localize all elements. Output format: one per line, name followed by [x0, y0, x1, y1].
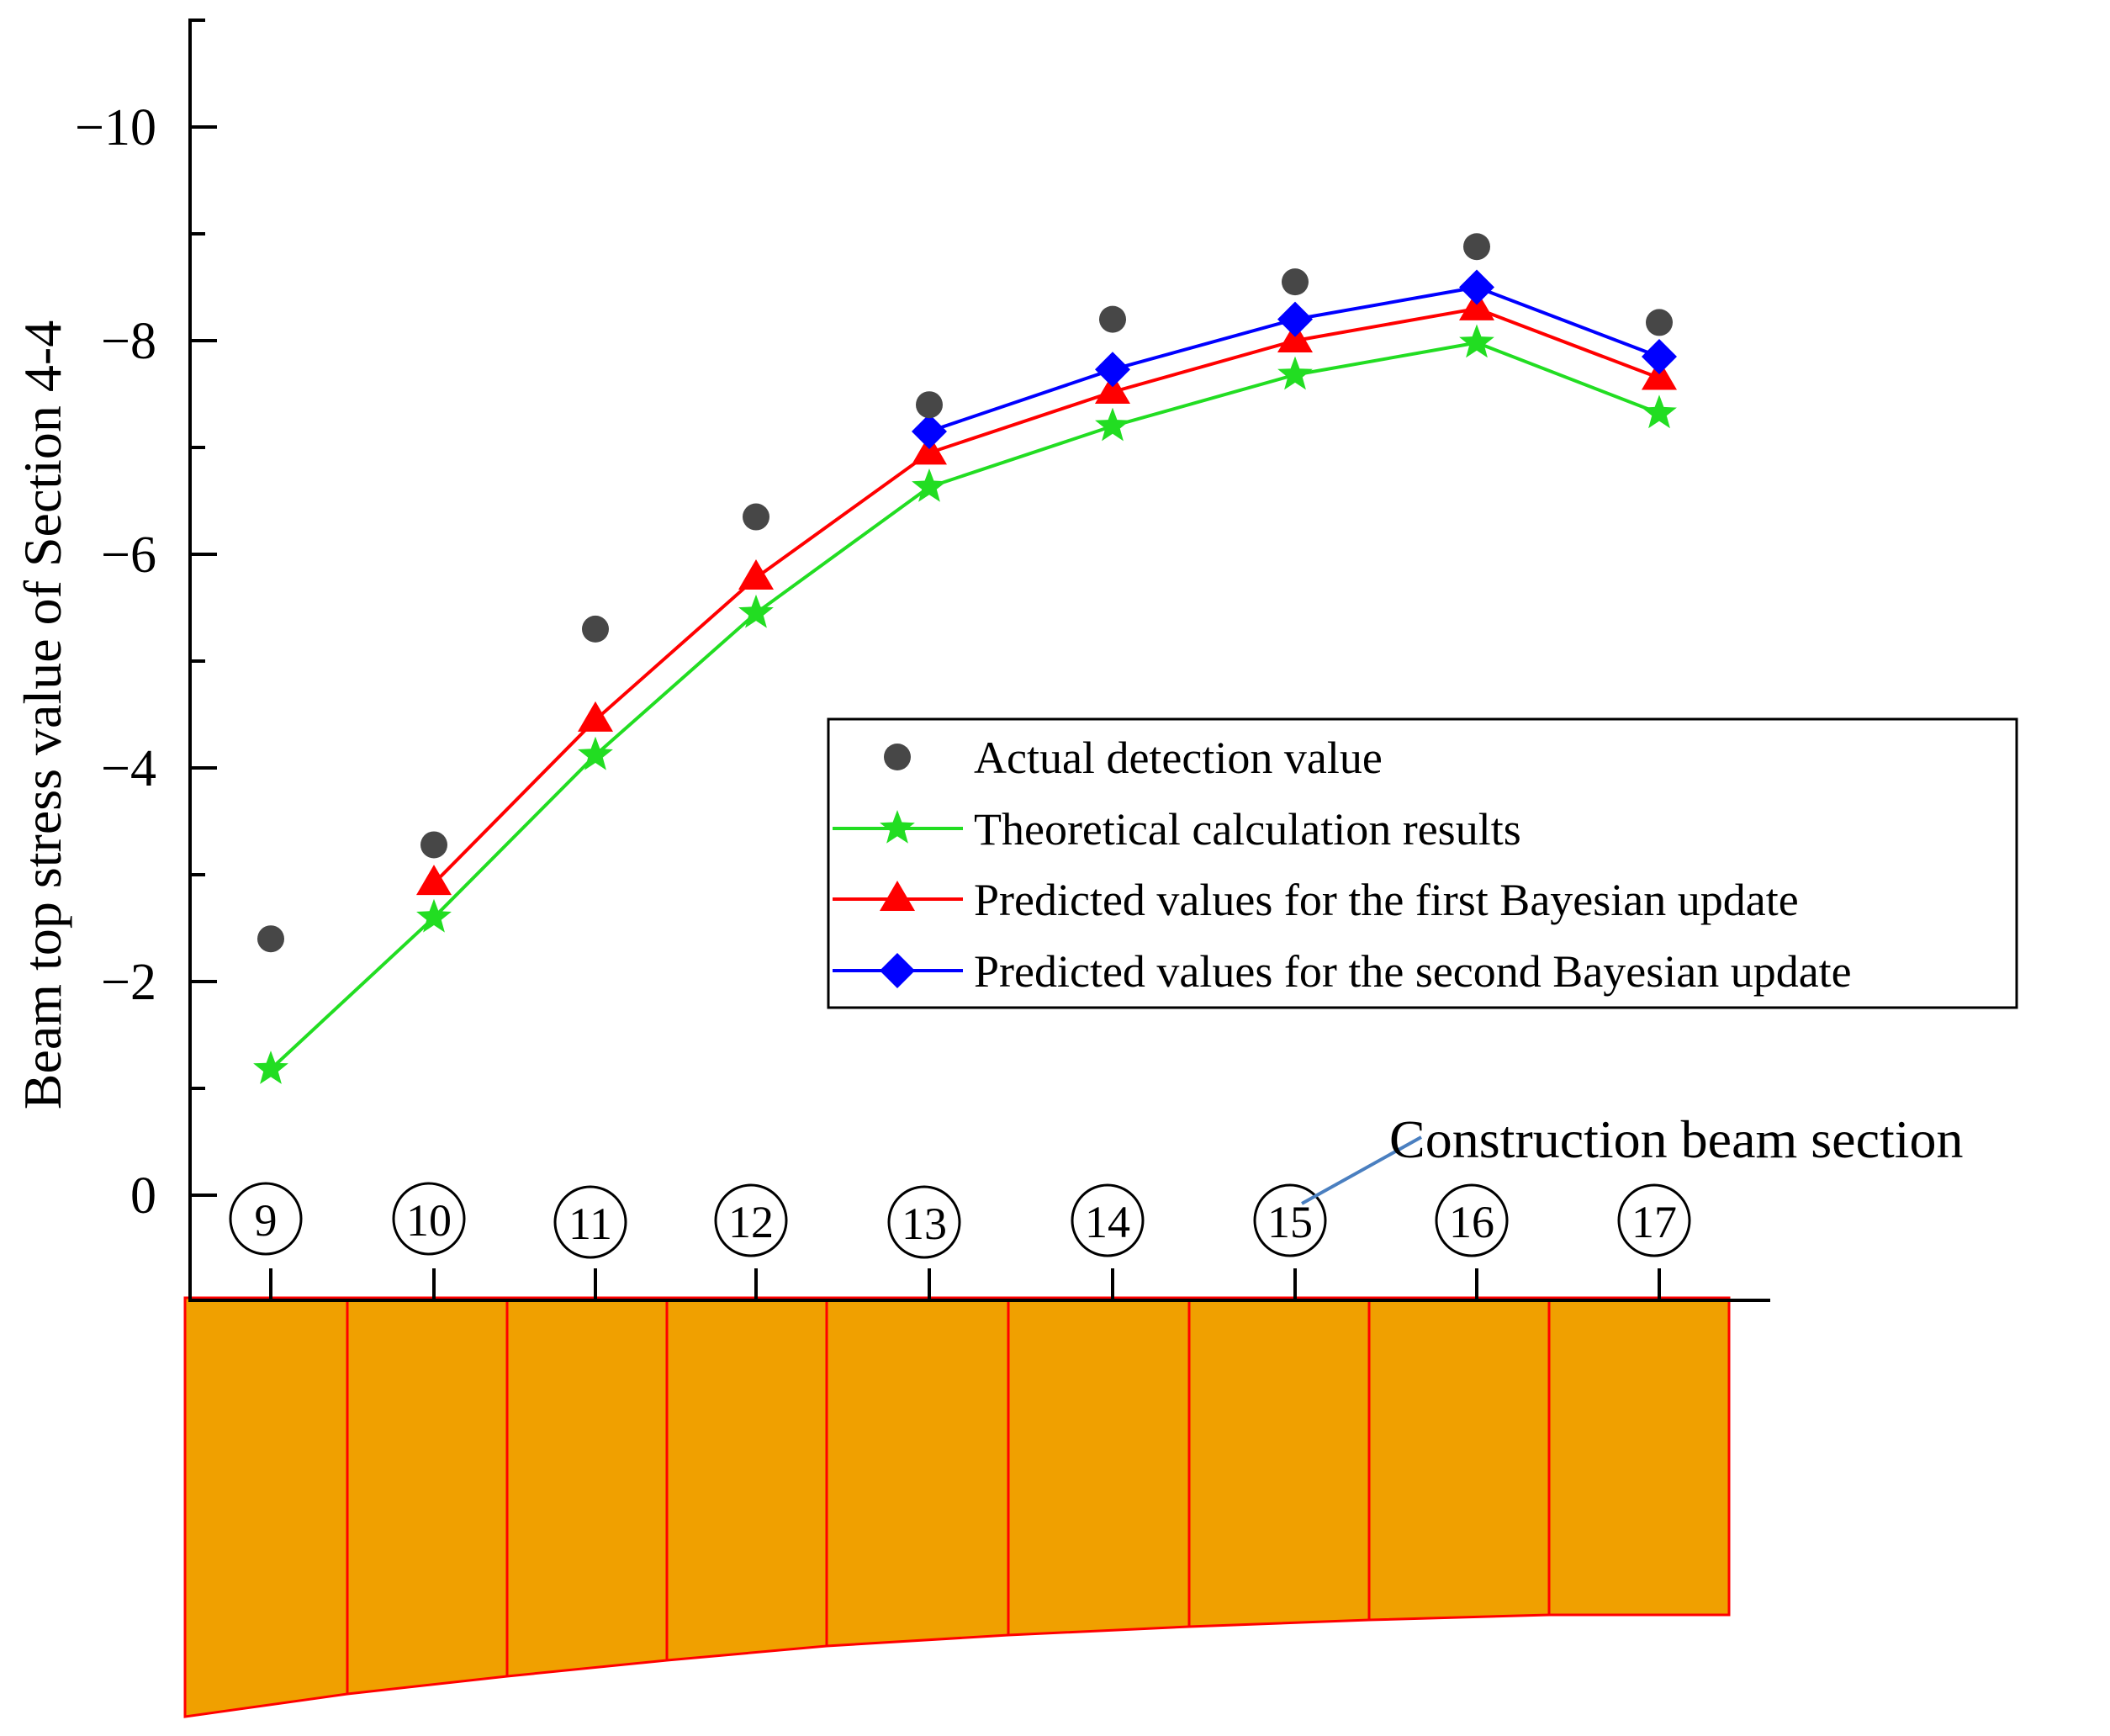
- y-tick-label: −8: [101, 313, 156, 370]
- section-marker-label: 9: [255, 1195, 278, 1246]
- legend-label: Predicted values for the second Bayesian…: [974, 946, 1852, 997]
- data-point: [1642, 339, 1677, 375]
- section-marker-circle: [1617, 1183, 1691, 1257]
- data-point: [738, 558, 774, 590]
- section-marker-circle: [887, 1185, 961, 1259]
- series-diamond: [912, 269, 1677, 449]
- section-marker-circle: [1435, 1183, 1509, 1257]
- legend-marker: [884, 744, 911, 770]
- y-tick-label: −10: [75, 99, 156, 156]
- data-point: [912, 434, 947, 465]
- data-point: [578, 736, 613, 770]
- data-point: [1095, 407, 1130, 442]
- section-marker-label: 13: [902, 1199, 947, 1249]
- section-marker-label: 12: [728, 1197, 774, 1247]
- legend-marker: [880, 953, 915, 988]
- y-tick-label: 0: [130, 1167, 156, 1225]
- section-marker-label: 14: [1085, 1197, 1130, 1247]
- data-point: [1459, 269, 1494, 305]
- section-marker-label: 15: [1267, 1197, 1313, 1247]
- section-marker-label: 11: [568, 1199, 612, 1249]
- series-triangle: [416, 289, 1677, 896]
- data-point: [912, 468, 947, 502]
- data-point: [416, 865, 452, 896]
- section-marker-circle: [553, 1185, 627, 1259]
- data-point: [1642, 359, 1677, 390]
- data-point: [916, 391, 943, 419]
- data-point: [1277, 356, 1313, 390]
- section-marker-circle: [1071, 1183, 1145, 1257]
- legend-label: Predicted values for the first Bayesian …: [974, 875, 1799, 925]
- legend-label: Theoretical calculation results: [974, 804, 1521, 855]
- series-circle: [257, 233, 1673, 953]
- data-point: [1277, 322, 1313, 352]
- data-point: [1095, 352, 1130, 388]
- data-point: [1459, 289, 1494, 320]
- data-point: [582, 615, 609, 643]
- data-point: [257, 925, 284, 953]
- y-axis-title: Beam top stress value of Section 4-4: [13, 320, 72, 1109]
- section-marker-circle: [229, 1182, 303, 1256]
- series-star: [253, 324, 1677, 1084]
- data-point: [1646, 309, 1673, 336]
- section-marker-circle: [714, 1183, 788, 1257]
- chart-axes: [188, 19, 1770, 1302]
- y-tick-label: −2: [101, 954, 156, 1011]
- data-point: [578, 701, 613, 732]
- section-markers: 9 10 11 12 13 14 15 16 17: [229, 1182, 1691, 1300]
- beam-diagram: [183, 1296, 1731, 1718]
- data-point: [416, 898, 452, 933]
- beam-body: [183, 1296, 1731, 1718]
- section-marker-circle: [1253, 1183, 1327, 1257]
- legend: Actual detection value Theoretical calcul…: [827, 717, 2018, 1009]
- data-point: [1282, 268, 1309, 296]
- legend-marker: [880, 810, 915, 844]
- legend-marker: [880, 881, 915, 911]
- series-line: [432, 306, 1660, 885]
- data-point: [1459, 324, 1494, 358]
- data-point: [253, 1051, 288, 1084]
- y-tick-label: −6: [101, 527, 156, 584]
- y-tick-label: −4: [101, 740, 156, 797]
- section-marker-label: 16: [1449, 1197, 1494, 1247]
- data-point: [743, 503, 769, 531]
- data-point: [1095, 373, 1130, 404]
- series-plot: [253, 233, 1677, 1084]
- legend-label: Actual detection value: [974, 733, 1383, 783]
- section-marker-label: 10: [406, 1195, 452, 1246]
- data-point: [420, 831, 447, 859]
- data-point: [1463, 233, 1490, 261]
- x-axis-title: Construction beam section: [1389, 1109, 1964, 1169]
- data-point: [1099, 305, 1126, 333]
- section-marker-label: 17: [1631, 1197, 1677, 1247]
- data-point: [1642, 394, 1677, 429]
- section-marker-circle: [392, 1182, 466, 1256]
- legend-box: [827, 717, 2018, 1009]
- data-point: [738, 594, 774, 628]
- data-point: [912, 413, 947, 449]
- y-ticks: 0 −2 −4 −6 −8 −10: [75, 19, 217, 1225]
- data-point: [1277, 301, 1313, 337]
- callout-line: [1301, 1135, 1422, 1205]
